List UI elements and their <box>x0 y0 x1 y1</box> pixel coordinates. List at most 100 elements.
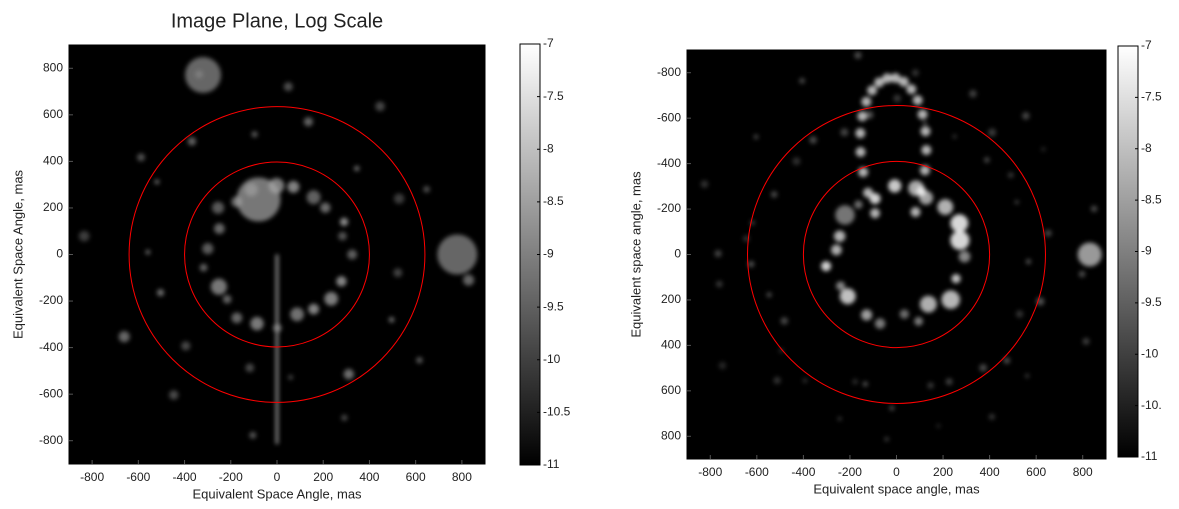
speckle <box>156 289 165 297</box>
y-tick-label: -600 <box>39 386 63 400</box>
speckle <box>393 193 405 204</box>
colorbar-tick-label: -7.5 <box>1141 90 1162 104</box>
speckle-layer <box>78 57 478 444</box>
speckle <box>145 249 151 255</box>
speckle <box>857 111 868 122</box>
speckle <box>919 165 930 176</box>
image-plane <box>687 50 1106 459</box>
speckle <box>833 230 846 242</box>
y-tick-label: -400 <box>39 340 63 354</box>
speckle <box>747 260 755 268</box>
speckle <box>839 288 856 305</box>
speckle <box>867 85 878 96</box>
speckle <box>1007 172 1014 179</box>
x-tick-label: 800 <box>452 470 472 484</box>
speckle <box>855 128 866 139</box>
speckle <box>1090 205 1098 213</box>
x-tick-label: -600 <box>126 470 150 484</box>
y-tick-label: 0 <box>674 247 681 261</box>
speckle <box>950 230 970 250</box>
speckle <box>835 205 855 225</box>
colorbar-tick-label: -7.5 <box>543 89 564 103</box>
speckle <box>869 193 881 205</box>
speckle <box>290 307 304 322</box>
speckle <box>893 94 902 103</box>
x-tick-label: 600 <box>1026 465 1046 479</box>
speckle <box>199 263 208 272</box>
speckle <box>303 117 314 127</box>
speckle <box>1044 229 1052 237</box>
x-tick-label: -200 <box>219 470 243 484</box>
speckle <box>214 223 225 234</box>
y-tick-label: -800 <box>39 433 63 447</box>
speckle <box>245 363 255 373</box>
speckle <box>343 368 355 380</box>
speckle <box>236 177 281 222</box>
speckle <box>78 230 90 242</box>
speckle <box>169 390 179 400</box>
speckle <box>852 378 858 385</box>
x-tick-label: -400 <box>173 470 197 484</box>
colorbar-tick-label: -11 <box>1141 449 1158 463</box>
speckle <box>714 249 722 258</box>
speckle <box>249 431 257 439</box>
x-tick-label: 200 <box>313 470 333 484</box>
y-tick-label: 600 <box>43 107 63 121</box>
speckle <box>287 180 300 193</box>
y-tick-label: 200 <box>43 200 63 214</box>
speckle <box>212 201 225 214</box>
reference-circle <box>802 160 991 349</box>
y-axis-label: Equivalent space angle, mas <box>628 171 643 338</box>
speckle <box>910 207 921 218</box>
colorbar-tick-label: -9.5 <box>543 299 564 313</box>
speckle <box>1078 270 1086 278</box>
speckle <box>324 291 339 306</box>
speckle <box>375 101 385 112</box>
y-tick-label: 200 <box>661 292 681 306</box>
colorbar-tick-label: -10 <box>1141 346 1159 360</box>
colorbar-tick-label: -8 <box>1141 141 1152 155</box>
x-tick-label: 200 <box>933 465 953 479</box>
speckle <box>906 84 917 95</box>
speckle <box>914 316 924 326</box>
y-tick-label: -600 <box>657 110 681 124</box>
speckle <box>917 109 928 120</box>
colorbar-tick-label: -10. <box>1141 398 1162 412</box>
speckle <box>187 137 197 146</box>
speckle <box>770 191 778 198</box>
speckle <box>882 73 893 84</box>
x-tick-label: -600 <box>745 465 769 479</box>
speckle <box>854 51 862 59</box>
y-tick-label: -200 <box>657 201 681 215</box>
speckle <box>890 73 901 84</box>
speckle <box>306 190 321 205</box>
speckle <box>339 217 349 227</box>
speckle <box>154 179 160 185</box>
speckle <box>870 208 881 219</box>
speckle <box>874 318 886 329</box>
speckle <box>836 281 846 291</box>
speckle <box>988 128 997 137</box>
speckle <box>927 382 934 389</box>
speckle <box>936 423 941 428</box>
colorbar-tick-label: -9 <box>1141 244 1152 258</box>
speckle <box>354 165 360 172</box>
x-tick-label: 800 <box>1073 465 1093 479</box>
speckle <box>137 153 146 162</box>
speckle <box>840 128 849 137</box>
colorbar-tick-label: -8.5 <box>543 194 564 208</box>
speckle <box>338 231 347 241</box>
speckle <box>884 436 889 442</box>
speckle <box>393 268 403 278</box>
y-tick-label: 800 <box>43 60 63 74</box>
speckle <box>969 89 977 98</box>
speckle <box>858 167 869 178</box>
speckle <box>958 250 971 263</box>
reference-circle <box>184 161 370 348</box>
speckle <box>988 413 995 420</box>
y-tick-label: 400 <box>661 338 681 352</box>
x-tick-label: 400 <box>980 465 1000 479</box>
speckle <box>861 96 872 107</box>
speckle <box>250 316 264 331</box>
